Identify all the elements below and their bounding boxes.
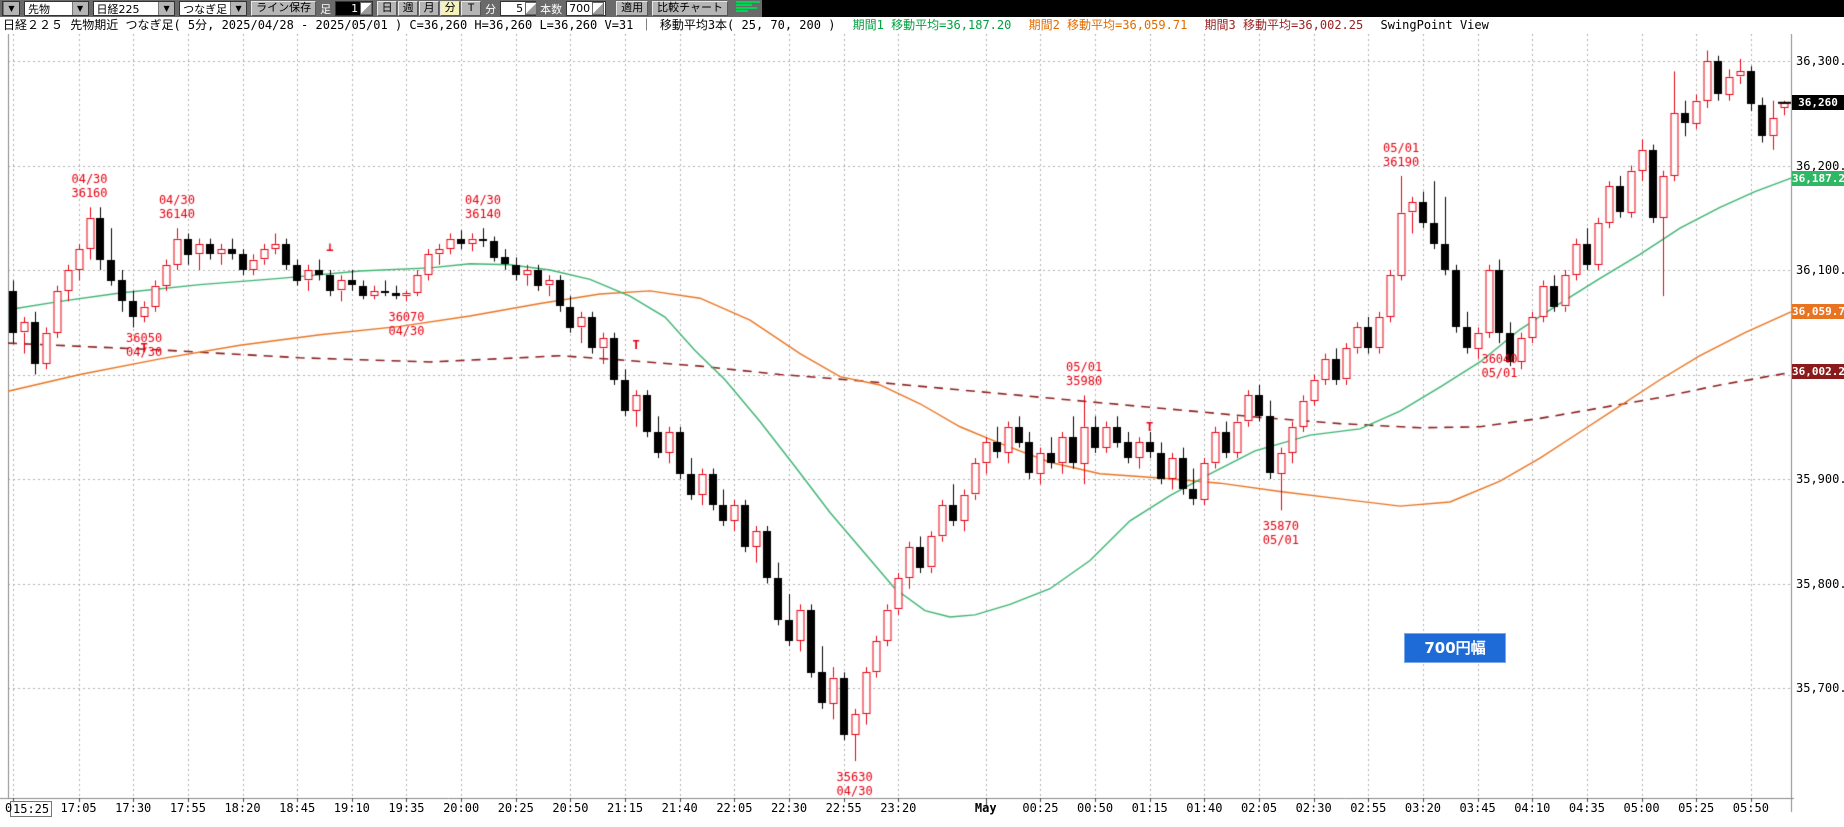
time-axis-label: 20:50 [552,801,589,815]
time-axis-label: 00:25 [1022,801,1059,815]
price-badge: 36,260 [1792,95,1844,110]
swingpoint-view-label[interactable]: SwingPoint View [1380,18,1489,32]
period-button-分[interactable]: 分 [440,1,461,16]
time-axis-label: 20:25 [497,801,534,815]
save-line-button[interactable]: ライン保存 [251,1,317,16]
count-label: 本数 [540,2,563,16]
time-axis-label: 02:30 [1295,801,1332,815]
time-axis-label: 04:35 [1568,801,1605,815]
time-axis-label: 01:15 [1131,801,1168,815]
chart-title-ohlc: 日経２２５ 先物期近 つなぎ足( 5分, 2025/04/28 - 2025/0… [3,18,836,32]
time-axis-label: 20:00 [443,801,480,815]
ma3-value: 期間3 移動平均=36,002.25 [1204,18,1364,32]
compare-chart-button[interactable]: 比較チャート [652,1,728,16]
time-axis-label: 18:45 [279,801,316,815]
chart-type-select[interactable]: つなぎ足 ▼ [179,1,248,16]
minute-label: 分 [485,2,497,16]
count-input[interactable]: 700 [566,1,607,16]
chevron-down-icon[interactable]: ▼ [158,2,175,15]
count-value: 700 [569,2,591,15]
apply-button[interactable]: 適用 [616,1,649,16]
time-axis-label: 21:40 [661,801,698,815]
time-axis-label: 05:00 [1623,801,1660,815]
time-axis-label: 22:05 [716,801,753,815]
time-axis-label: 05:50 [1732,801,1769,815]
period-button-T[interactable]: T [461,1,482,16]
chart-info-bar: 日経２２５ 先物期近 つなぎ足( 5分, 2025/04/28 - 2025/0… [0,17,1844,34]
time-axis-label: 01:40 [1186,801,1223,815]
time-axis-label: 02:05 [1240,801,1278,815]
indicator-lines-icon[interactable] [736,0,762,18]
time-axis-label: 22:55 [825,801,862,815]
symbol-select[interactable]: 日経225 ▼ [92,1,176,16]
time-axis-label: 02:55 [1350,801,1387,815]
interval-value: 5 [516,2,524,15]
time-axis-label: 15:25 [10,801,53,817]
time-axis-label: 03:45 [1459,801,1496,815]
bar-label: 足 [320,2,332,16]
time-axis-label-prefix: 0 [5,801,13,815]
chevron-down-icon[interactable]: ▼ [71,2,88,15]
time-axis-label: 23:20 [880,801,917,815]
price-axis-label: 35,700.0 [1796,681,1844,695]
period-button-月[interactable]: 月 [419,1,440,16]
chart-type-select-value: つなぎ足 [183,2,228,16]
time-axis-label: 21:15 [607,801,644,815]
price-axis-label: 36,100.0 [1796,263,1844,277]
spinner-icon[interactable] [592,2,605,15]
interval-input[interactable]: 5 [500,1,538,16]
price-axis-label: 36,300.0 [1796,54,1844,68]
price-axis-label: 36,200.0 [1796,159,1844,173]
bar-count-input[interactable]: 1 [335,1,374,16]
time-axis-label: 04:10 [1514,801,1551,815]
period-button-週[interactable]: 週 [398,1,419,16]
time-axis-label: 03:20 [1404,801,1442,815]
price-range-badge: 700円幅 [1404,633,1506,663]
time-axis-label: 19:10 [333,801,370,815]
mini-dropdown[interactable]: ▼ [2,1,20,16]
time-axis-label: 18:20 [224,801,261,815]
price-axis-label: 35,900.0 [1796,472,1844,486]
price-badge: 36,187.2 [1792,171,1844,186]
market-select-value: 先物 [28,2,50,16]
time-axis-label: 17:30 [115,801,152,815]
time-axis-label: 19:35 [388,801,425,815]
chevron-down-icon[interactable]: ▼ [3,2,19,15]
time-axis-label: 17:05 [60,801,97,815]
time-axis-label: 00:50 [1077,801,1114,815]
chevron-down-icon[interactable]: ▼ [230,2,247,15]
ma2-value: 期間2 移動平均=36,059.71 [1028,18,1188,32]
price-axis-label: 35,800.0 [1796,577,1844,591]
price-badge: 36,002.2 [1792,364,1844,379]
symbol-select-value: 日経225 [96,2,140,16]
period-button-日[interactable]: 日 [377,1,398,16]
spinner-icon[interactable] [360,2,373,15]
time-axis-label: 05:25 [1678,801,1715,815]
price-badge: 36,059.7 [1792,304,1844,319]
bar-count-value: 1 [351,2,359,15]
spinner-icon[interactable] [525,2,538,15]
ma1-value: 期間1 移動平均=36,187.20 [852,18,1012,32]
market-select[interactable]: 先物 ▼ [24,1,89,16]
time-axis-label: May [974,801,997,815]
time-axis-label: 17:55 [169,801,206,815]
time-axis-label: 22:30 [770,801,808,815]
